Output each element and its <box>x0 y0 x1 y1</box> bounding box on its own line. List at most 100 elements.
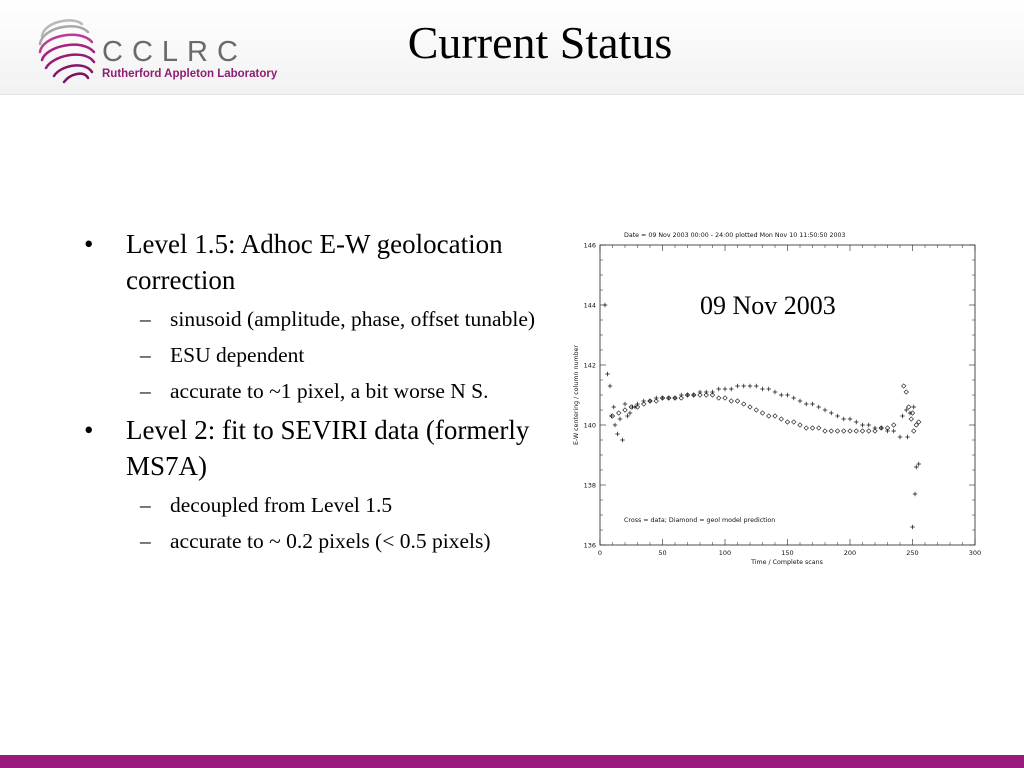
diamond-model-point <box>759 410 766 416</box>
diamond-model-point <box>628 404 634 410</box>
chart-title: Date = 09 Nov 2003 00:00 - 24:00 plotted… <box>624 232 846 239</box>
y-tick-label: 140 <box>584 422 596 430</box>
diamond-model-point <box>672 395 678 401</box>
diamond-model-point <box>797 422 803 428</box>
cross-data-point <box>822 407 828 413</box>
cross-data-point <box>810 401 815 407</box>
sub-bullet-item: – decoupled from Level 1.5 <box>84 490 564 520</box>
x-tick-label: 100 <box>719 549 731 557</box>
cross-data-point <box>627 410 633 416</box>
cross-data-point <box>900 413 905 419</box>
diamond-model-point <box>916 419 922 425</box>
bullet-dot: • <box>84 415 94 445</box>
diamond-model-point <box>622 407 628 413</box>
diamond-model-point <box>884 425 891 431</box>
diamond-model-point <box>728 398 734 404</box>
bullet-text: Level 1.5: Adhoc E-W geolocation correct… <box>126 229 503 295</box>
y-tick-label: 138 <box>584 482 596 490</box>
cross-data-point <box>766 386 771 392</box>
sub-bullet-text: decoupled from Level 1.5 <box>170 493 393 517</box>
diamond-model-point <box>634 404 641 410</box>
bullet-item: • Level 1.5: Adhoc E-W geolocation corre… <box>84 226 564 298</box>
cross-data-point <box>685 392 690 398</box>
cross-data-point <box>816 404 821 410</box>
cross-data-point <box>891 428 896 434</box>
diamond-model-point <box>641 401 647 407</box>
diamond-model-point <box>913 422 919 428</box>
sub-bullet-text: accurate to ~ 0.2 pixels (< 0.5 pixels) <box>170 529 491 553</box>
cross-data-point <box>847 416 853 422</box>
cross-data-point <box>872 425 878 431</box>
cross-data-point <box>704 389 709 395</box>
cross-data-point <box>772 389 778 395</box>
cross-data-point <box>835 413 840 419</box>
cross-data-point <box>760 386 765 392</box>
x-tick-label: 0 <box>598 549 602 557</box>
slide-title: Current Status <box>407 17 673 68</box>
cross-data-point <box>617 416 623 422</box>
diamond-model-point <box>616 410 622 416</box>
cross-data-point <box>885 428 890 434</box>
cross-data-point <box>660 395 665 401</box>
scatter-chart: Date = 09 Nov 2003 00:00 - 24:00 plotted… <box>573 232 981 566</box>
bullet-item: • Level 2: fit to SEVIRI data (formerly … <box>84 412 564 484</box>
diamond-model-point <box>834 428 841 434</box>
logo-subtitle: Rutherford Appleton Laboratory <box>102 68 278 80</box>
diamond-model-point <box>866 428 872 434</box>
cross-data-point <box>841 416 846 422</box>
diamond-model-point <box>753 407 759 413</box>
diamond-model-point <box>703 392 709 398</box>
diamond-model-point <box>903 389 909 395</box>
y-tick-label: 146 <box>584 242 596 250</box>
date-annotation: 09 Nov 2003 <box>700 291 836 320</box>
cross-data-point <box>647 398 653 404</box>
cross-data-point <box>904 407 909 413</box>
diamond-model-point <box>684 392 691 398</box>
diamond-model-point <box>747 404 753 410</box>
cross-data-point <box>860 422 865 428</box>
diamond-model-point <box>716 395 722 401</box>
cross-data-point <box>697 389 703 395</box>
cross-data-point <box>716 386 721 392</box>
cross-data-point <box>609 413 614 419</box>
cross-data-point <box>829 410 834 416</box>
dash-marker: – <box>140 529 151 553</box>
x-axis-label: Time / Complete scans <box>750 559 823 566</box>
diamond-model-point <box>772 413 778 419</box>
diamond-model-point <box>809 425 816 431</box>
diamond-model-point <box>911 428 917 434</box>
dash-marker: – <box>140 379 151 403</box>
cclrc-logo: CCLRC Rutherford Appleton Laboratory <box>36 14 286 86</box>
cross-data-point <box>854 419 859 425</box>
cross-data-point <box>666 395 671 401</box>
cross-data-point <box>679 392 684 398</box>
cross-data-point <box>602 302 608 308</box>
diamond-model-point <box>647 398 653 404</box>
cross-data-point <box>635 401 640 407</box>
slide-header: CCLRC Rutherford Appleton Laboratory Cur… <box>0 0 1024 95</box>
diamond-model-point <box>908 416 914 422</box>
cross-data-point <box>912 491 918 497</box>
y-tick-label: 142 <box>584 362 596 370</box>
x-tick-label: 150 <box>781 549 793 557</box>
cross-data-point <box>791 395 796 401</box>
diamond-model-point <box>778 416 784 422</box>
diamond-model-point <box>909 410 916 416</box>
swirl-logo-icon <box>38 19 96 84</box>
diamond-model-point <box>841 428 847 434</box>
diamond-model-point <box>709 392 716 398</box>
diamond-model-point <box>722 395 728 401</box>
cross-data-point <box>866 422 871 428</box>
cross-data-point <box>779 392 784 398</box>
diamond-model-point <box>847 428 853 434</box>
diamond-model-point <box>697 392 703 398</box>
diamond-model-point <box>766 413 772 419</box>
diamond-model-point <box>653 398 659 404</box>
diamond-model-point <box>828 428 834 434</box>
cross-data-point <box>722 386 728 392</box>
diamond-model-point <box>659 395 666 401</box>
cross-data-point <box>611 404 616 410</box>
logo-wordmark: CCLRC <box>102 36 247 68</box>
cross-data-point <box>747 383 753 389</box>
cross-data-point <box>607 383 613 389</box>
